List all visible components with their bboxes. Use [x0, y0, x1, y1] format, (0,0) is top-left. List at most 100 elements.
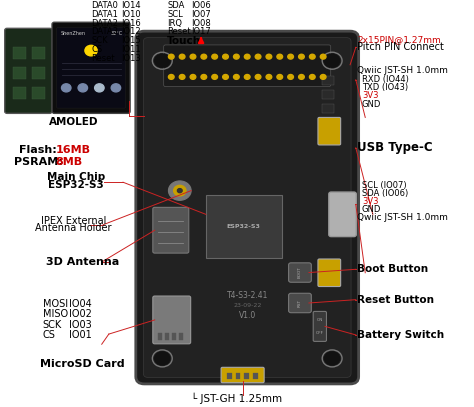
Text: 16MB: 16MB [56, 145, 91, 155]
Text: SCK: SCK [91, 36, 108, 45]
Circle shape [212, 54, 218, 59]
Text: GND: GND [362, 205, 381, 214]
Text: TXD (IO43): TXD (IO43) [362, 83, 408, 92]
Text: DATA2: DATA2 [91, 19, 118, 28]
FancyBboxPatch shape [318, 118, 341, 145]
Text: IO10: IO10 [121, 10, 140, 19]
FancyBboxPatch shape [322, 118, 334, 127]
Text: 3V3: 3V3 [362, 197, 378, 206]
Circle shape [168, 74, 174, 79]
FancyBboxPatch shape [52, 22, 130, 114]
Text: SCL (IO07): SCL (IO07) [362, 181, 407, 190]
Circle shape [155, 54, 170, 67]
Text: ShenZhen: ShenZhen [61, 31, 86, 36]
FancyBboxPatch shape [143, 37, 351, 377]
FancyBboxPatch shape [318, 259, 341, 287]
FancyBboxPatch shape [289, 263, 311, 282]
Text: RST: RST [298, 299, 302, 307]
Text: IO17: IO17 [191, 27, 211, 37]
Text: CS: CS [43, 330, 55, 340]
Text: RXD (IO44): RXD (IO44) [362, 75, 409, 84]
Text: ON: ON [317, 317, 323, 322]
Text: AMOLED: AMOLED [48, 118, 98, 127]
Text: IO04: IO04 [69, 299, 91, 309]
Text: Battery Switch: Battery Switch [357, 330, 444, 340]
FancyBboxPatch shape [13, 67, 26, 79]
Text: PSRAM:: PSRAM: [14, 157, 67, 167]
Text: T4-S3-2.41: T4-S3-2.41 [227, 291, 268, 300]
FancyBboxPatch shape [32, 46, 45, 59]
Text: Qwiic JST-SH 1.0mm: Qwiic JST-SH 1.0mm [357, 213, 448, 222]
Circle shape [168, 181, 191, 200]
Text: Qwiic JST-SH 1.0mm: Qwiic JST-SH 1.0mm [357, 66, 448, 75]
Circle shape [85, 45, 97, 56]
Text: IO06: IO06 [191, 1, 211, 10]
FancyBboxPatch shape [32, 87, 45, 99]
FancyBboxPatch shape [221, 367, 264, 383]
Circle shape [201, 54, 207, 59]
Circle shape [299, 74, 304, 79]
Circle shape [288, 74, 293, 79]
Circle shape [179, 54, 185, 59]
Circle shape [190, 54, 196, 59]
Text: 32°C: 32°C [111, 31, 123, 36]
FancyBboxPatch shape [289, 293, 311, 313]
Circle shape [277, 74, 283, 79]
Text: ESP32-S3: ESP32-S3 [227, 224, 261, 230]
Text: Reset Button: Reset Button [357, 295, 434, 305]
Circle shape [320, 74, 326, 79]
Circle shape [266, 74, 272, 79]
Text: DATA1: DATA1 [91, 10, 118, 19]
Text: ESP32-S3: ESP32-S3 [48, 180, 104, 190]
FancyBboxPatch shape [179, 333, 183, 340]
Text: Main Chip: Main Chip [46, 172, 105, 182]
Text: 2x15PIN@1.27mm: 2x15PIN@1.27mm [357, 35, 441, 44]
Circle shape [234, 54, 239, 59]
Text: IO16: IO16 [121, 19, 140, 28]
FancyBboxPatch shape [57, 28, 126, 108]
Circle shape [277, 54, 283, 59]
FancyBboxPatch shape [329, 192, 356, 236]
FancyBboxPatch shape [13, 46, 26, 59]
Text: Reset: Reset [91, 54, 115, 63]
Text: IO02: IO02 [69, 309, 91, 319]
FancyBboxPatch shape [322, 90, 334, 99]
Circle shape [177, 188, 182, 193]
Circle shape [266, 54, 272, 59]
Circle shape [310, 54, 315, 59]
Text: IO07: IO07 [191, 10, 211, 19]
Text: V1.0: V1.0 [238, 311, 256, 320]
Text: IO14: IO14 [121, 1, 140, 10]
Text: BOOT: BOOT [298, 267, 302, 278]
FancyBboxPatch shape [157, 333, 162, 340]
Circle shape [179, 74, 185, 79]
Text: IO15: IO15 [121, 36, 140, 45]
Circle shape [299, 54, 304, 59]
Circle shape [288, 54, 293, 59]
Circle shape [95, 84, 104, 92]
Bar [227, 372, 232, 379]
Text: 3V3: 3V3 [362, 92, 378, 101]
Text: SDA: SDA [167, 1, 184, 10]
Text: IO03: IO03 [69, 320, 91, 330]
Circle shape [173, 185, 186, 196]
Circle shape [325, 352, 340, 365]
Text: IO12: IO12 [121, 27, 140, 37]
Circle shape [223, 74, 228, 79]
Circle shape [168, 54, 174, 59]
Circle shape [325, 54, 340, 67]
FancyBboxPatch shape [322, 105, 334, 114]
Text: IO08: IO08 [191, 19, 211, 28]
Text: 23-09-22: 23-09-22 [233, 303, 261, 308]
Circle shape [111, 84, 121, 92]
Circle shape [320, 54, 326, 59]
Circle shape [155, 352, 170, 365]
Circle shape [255, 74, 261, 79]
FancyBboxPatch shape [322, 76, 334, 85]
Circle shape [62, 84, 71, 92]
Text: MISO: MISO [43, 309, 68, 319]
Text: OFF: OFF [316, 331, 324, 335]
Text: Touch: Touch [167, 36, 201, 46]
Bar [253, 372, 257, 379]
FancyBboxPatch shape [172, 333, 176, 340]
